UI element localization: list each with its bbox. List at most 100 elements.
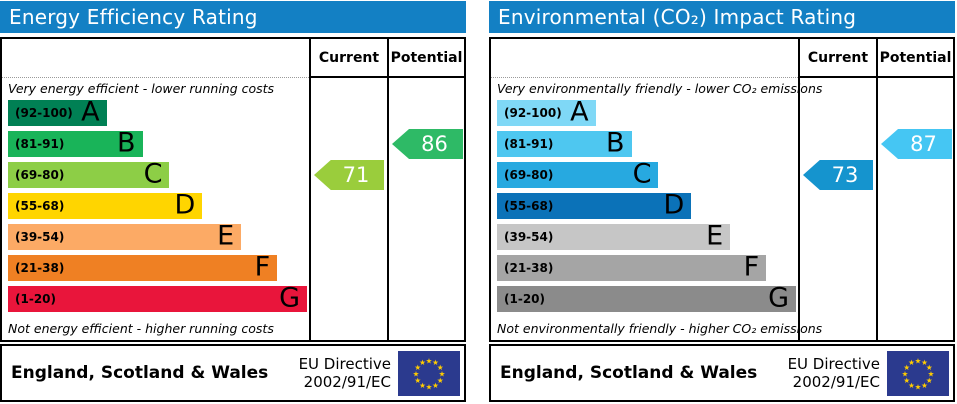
panel-title: Environmental (CO₂) Impact Rating: [489, 1, 955, 33]
band-bar-a: (92-100) A: [497, 96, 596, 128]
svg-text:★: ★: [903, 376, 910, 385]
eu-directive-line1: EU Directive: [787, 355, 880, 373]
rating-bands: (92-100) A (81-91) B (69-80) C: [497, 96, 796, 317]
rating-table: Current Potential Very environmentally f…: [489, 37, 955, 342]
svg-text:★: ★: [432, 358, 439, 367]
band-range: (21-38): [504, 261, 554, 275]
region-label: England, Scotland & Wales: [11, 363, 269, 383]
svg-text:★: ★: [426, 382, 433, 391]
svg-text:★: ★: [921, 358, 928, 367]
band-row-a: (92-100) A: [8, 99, 307, 131]
band-range: (1-20): [15, 292, 56, 306]
band-bar-c: (69-80) C: [8, 158, 170, 190]
footer: England, Scotland & Wales EU Directive 2…: [0, 344, 466, 402]
column-divider: [798, 39, 800, 340]
band-row-d: (55-68) D: [497, 192, 796, 224]
band-range: (21-38): [15, 261, 65, 275]
band-bar-b: (81-91) B: [497, 127, 632, 159]
band-bar-g: (1-20) G: [497, 282, 796, 314]
column-divider: [876, 39, 878, 340]
svg-text:★: ★: [414, 363, 421, 372]
svg-text:★: ★: [437, 363, 444, 372]
svg-text:★: ★: [921, 380, 928, 389]
header-rule: [491, 77, 798, 78]
top-note: Very environmentally friendly - lower CO…: [497, 81, 823, 96]
band-letter: C: [143, 158, 163, 190]
svg-text:★: ★: [915, 356, 922, 365]
band-row-d: (55-68) D: [8, 192, 307, 224]
environmental-impact-panel: Environmental (CO₂) Impact Rating Curren…: [489, 0, 957, 404]
band-letter: E: [706, 220, 724, 252]
svg-text:★: ★: [437, 376, 444, 385]
top-note: Very energy efficient - lower running co…: [8, 81, 275, 96]
band-row-f: (21-38) F: [497, 254, 796, 286]
panel-title: Energy Efficiency Rating: [0, 1, 466, 33]
band-letter: B: [606, 127, 625, 159]
energy-efficiency-panel: Energy Efficiency Rating Current Potenti…: [0, 0, 468, 404]
svg-text:★: ★: [902, 369, 909, 378]
band-range: (69-80): [504, 168, 554, 182]
eu-flag: ★ ★ ★★ ★★ ★★ ★★ ★★: [398, 350, 460, 396]
band-letter: E: [217, 220, 235, 252]
band-letter: B: [117, 127, 136, 159]
bottom-note: Not environmentally friendly - higher CO…: [497, 321, 823, 336]
band-row-e: (39-54) E: [8, 220, 307, 255]
svg-text:★: ★: [926, 363, 933, 372]
region-label: England, Scotland & Wales: [500, 363, 758, 383]
band-row-a: (92-100) A: [497, 96, 796, 131]
band-bar-c: (69-80) C: [497, 161, 659, 188]
svg-text:★: ★: [426, 356, 433, 365]
band-bar-e: (39-54) E: [497, 220, 731, 252]
band-bar-d: (55-68) D: [497, 192, 692, 219]
bottom-note: Not energy efficient - higher running co…: [8, 321, 274, 336]
current-rating-arrow: 71: [314, 160, 384, 190]
band-row-g: (1-20) G: [8, 282, 307, 317]
eu-directive-line1: EU Directive: [298, 355, 391, 373]
band-row-f: (21-38) F: [8, 251, 307, 286]
potential-column-header: Potential: [390, 50, 463, 66]
rating-table: Current Potential Very energy efficient …: [0, 37, 466, 342]
band-bar-g: (1-20) G: [8, 282, 307, 314]
svg-text:★: ★: [439, 369, 446, 378]
band-range: (39-54): [504, 230, 554, 244]
band-letter: G: [279, 282, 300, 314]
eu-flag: ★ ★ ★★ ★★ ★★ ★★ ★★: [887, 350, 949, 396]
eu-directive-line2: 2002/91/EC: [792, 373, 880, 391]
svg-text:★: ★: [915, 382, 922, 391]
band-letter: F: [254, 251, 271, 283]
svg-text:★: ★: [908, 380, 915, 389]
band-row-e: (39-54) E: [497, 220, 796, 255]
band-bar-d: (55-68) D: [8, 192, 203, 219]
svg-text:★: ★: [928, 369, 935, 378]
band-bar-f: (21-38) F: [497, 254, 767, 281]
band-range: (55-68): [15, 199, 65, 213]
band-row-c: (69-80) C: [497, 161, 796, 193]
svg-text:★: ★: [414, 376, 421, 385]
band-bar-b: (81-91) B: [8, 127, 143, 159]
band-range: (55-68): [504, 199, 554, 213]
potential-rating-arrow: 87: [881, 129, 952, 159]
svg-text:★: ★: [419, 358, 426, 367]
header-rule: [798, 76, 953, 78]
rating-bands: (92-100) A (81-91) B (69-80) C: [8, 99, 307, 317]
current-column-header: Current: [807, 50, 869, 66]
band-row-b: (81-91) B: [8, 127, 307, 162]
footer: England, Scotland & Wales EU Directive 2…: [489, 344, 955, 402]
band-row-g: (1-20) G: [497, 282, 796, 317]
band-letter: G: [768, 282, 789, 314]
band-bar-f: (21-38) F: [8, 251, 278, 283]
potential-rating-arrow: 86: [392, 129, 463, 159]
svg-text:★: ★: [926, 376, 933, 385]
band-range: (69-80): [15, 168, 65, 182]
svg-text:★: ★: [908, 358, 915, 367]
band-letter: A: [570, 96, 589, 128]
band-bar-a: (92-100) A: [8, 99, 107, 126]
column-divider: [387, 39, 389, 340]
band-range: (92-100): [15, 106, 73, 120]
band-range: (39-54): [15, 230, 65, 244]
band-range: (1-20): [504, 292, 545, 306]
potential-column-header: Potential: [879, 50, 952, 66]
svg-text:★: ★: [413, 369, 420, 378]
band-range: (81-91): [15, 137, 65, 151]
band-bar-e: (39-54) E: [8, 220, 242, 252]
